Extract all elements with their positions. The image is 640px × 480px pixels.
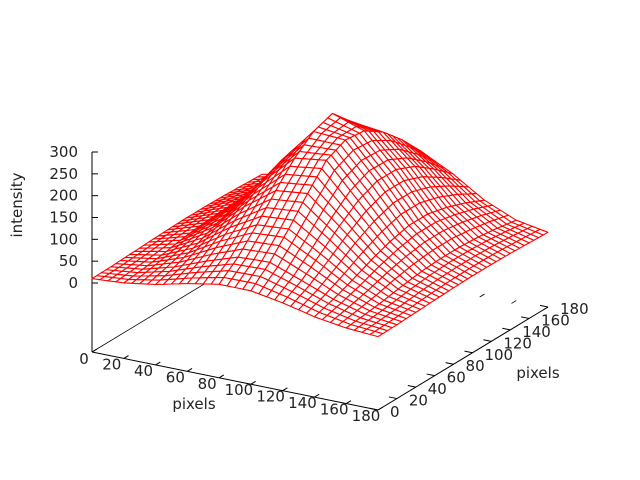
z-tick-label: 200	[49, 187, 78, 205]
surface	[91, 112, 549, 338]
x-tick-label: 80	[198, 375, 217, 393]
z-axis-label: intensity	[8, 172, 26, 237]
y-tick	[407, 385, 416, 388]
x-tick-label: 20	[102, 355, 121, 373]
y-tick-label: 140	[522, 323, 551, 341]
y-tick	[483, 339, 492, 342]
x-tick	[187, 368, 193, 372]
x-tick	[218, 374, 225, 379]
x-tick-label: 120	[256, 388, 285, 406]
y-tick	[426, 373, 435, 377]
y-tick	[445, 362, 454, 365]
y-tick	[464, 350, 473, 354]
z-tick-label: 100	[49, 230, 78, 248]
x-tick	[282, 387, 288, 392]
y-tick-label: 120	[503, 334, 532, 352]
x-tick-label: 0	[79, 350, 89, 368]
labels: intensity pixels pixels 0 20 40 60 80 100 120 1…	[8, 143, 589, 425]
z-tick-label: 50	[59, 252, 78, 270]
x-tick-label: 60	[166, 368, 185, 386]
y-tick-label: 100	[484, 346, 513, 364]
x-tick	[345, 400, 352, 404]
y-tick-label: 0	[390, 403, 400, 421]
y-tick-label: 80	[466, 357, 485, 375]
z-tick-label: 300	[49, 143, 78, 161]
z-tick-label: 0	[68, 274, 78, 292]
x-tick-label: 40	[134, 362, 153, 380]
z-tick-label: 150	[49, 209, 78, 227]
y-tick	[521, 316, 530, 319]
surface-cell	[369, 330, 384, 338]
x-tick	[250, 380, 256, 385]
y-axis-label: pixels	[516, 364, 560, 382]
y-tick-label: 160	[541, 311, 570, 329]
z-tick-label: 250	[49, 165, 78, 183]
y-tick	[539, 304, 549, 308]
x-tick-label: 140	[288, 394, 317, 412]
y-axis-line	[377, 306, 549, 411]
x-tick	[377, 406, 383, 411]
x-tick	[91, 348, 97, 353]
y-tick	[369, 407, 379, 411]
x-tick	[314, 393, 320, 398]
x-tick	[123, 355, 129, 359]
y-tick-label: 180	[560, 300, 589, 318]
x-axis-label: pixels	[172, 395, 216, 413]
y-tick-label: 20	[409, 392, 428, 410]
x-tick-label: 100	[225, 381, 254, 399]
x-tick-back	[511, 300, 517, 304]
y-tick-label: 40	[428, 380, 447, 398]
x-tick	[155, 361, 161, 366]
x-tick-label: 160	[320, 401, 349, 419]
x-axis-line	[91, 351, 379, 411]
y-tick	[388, 396, 397, 400]
y-tick-label: 60	[447, 369, 466, 387]
x-tick-back	[543, 306, 549, 311]
x-tick-back	[479, 293, 485, 298]
x-tick-label: 180	[352, 407, 381, 425]
y-tick	[502, 327, 511, 331]
